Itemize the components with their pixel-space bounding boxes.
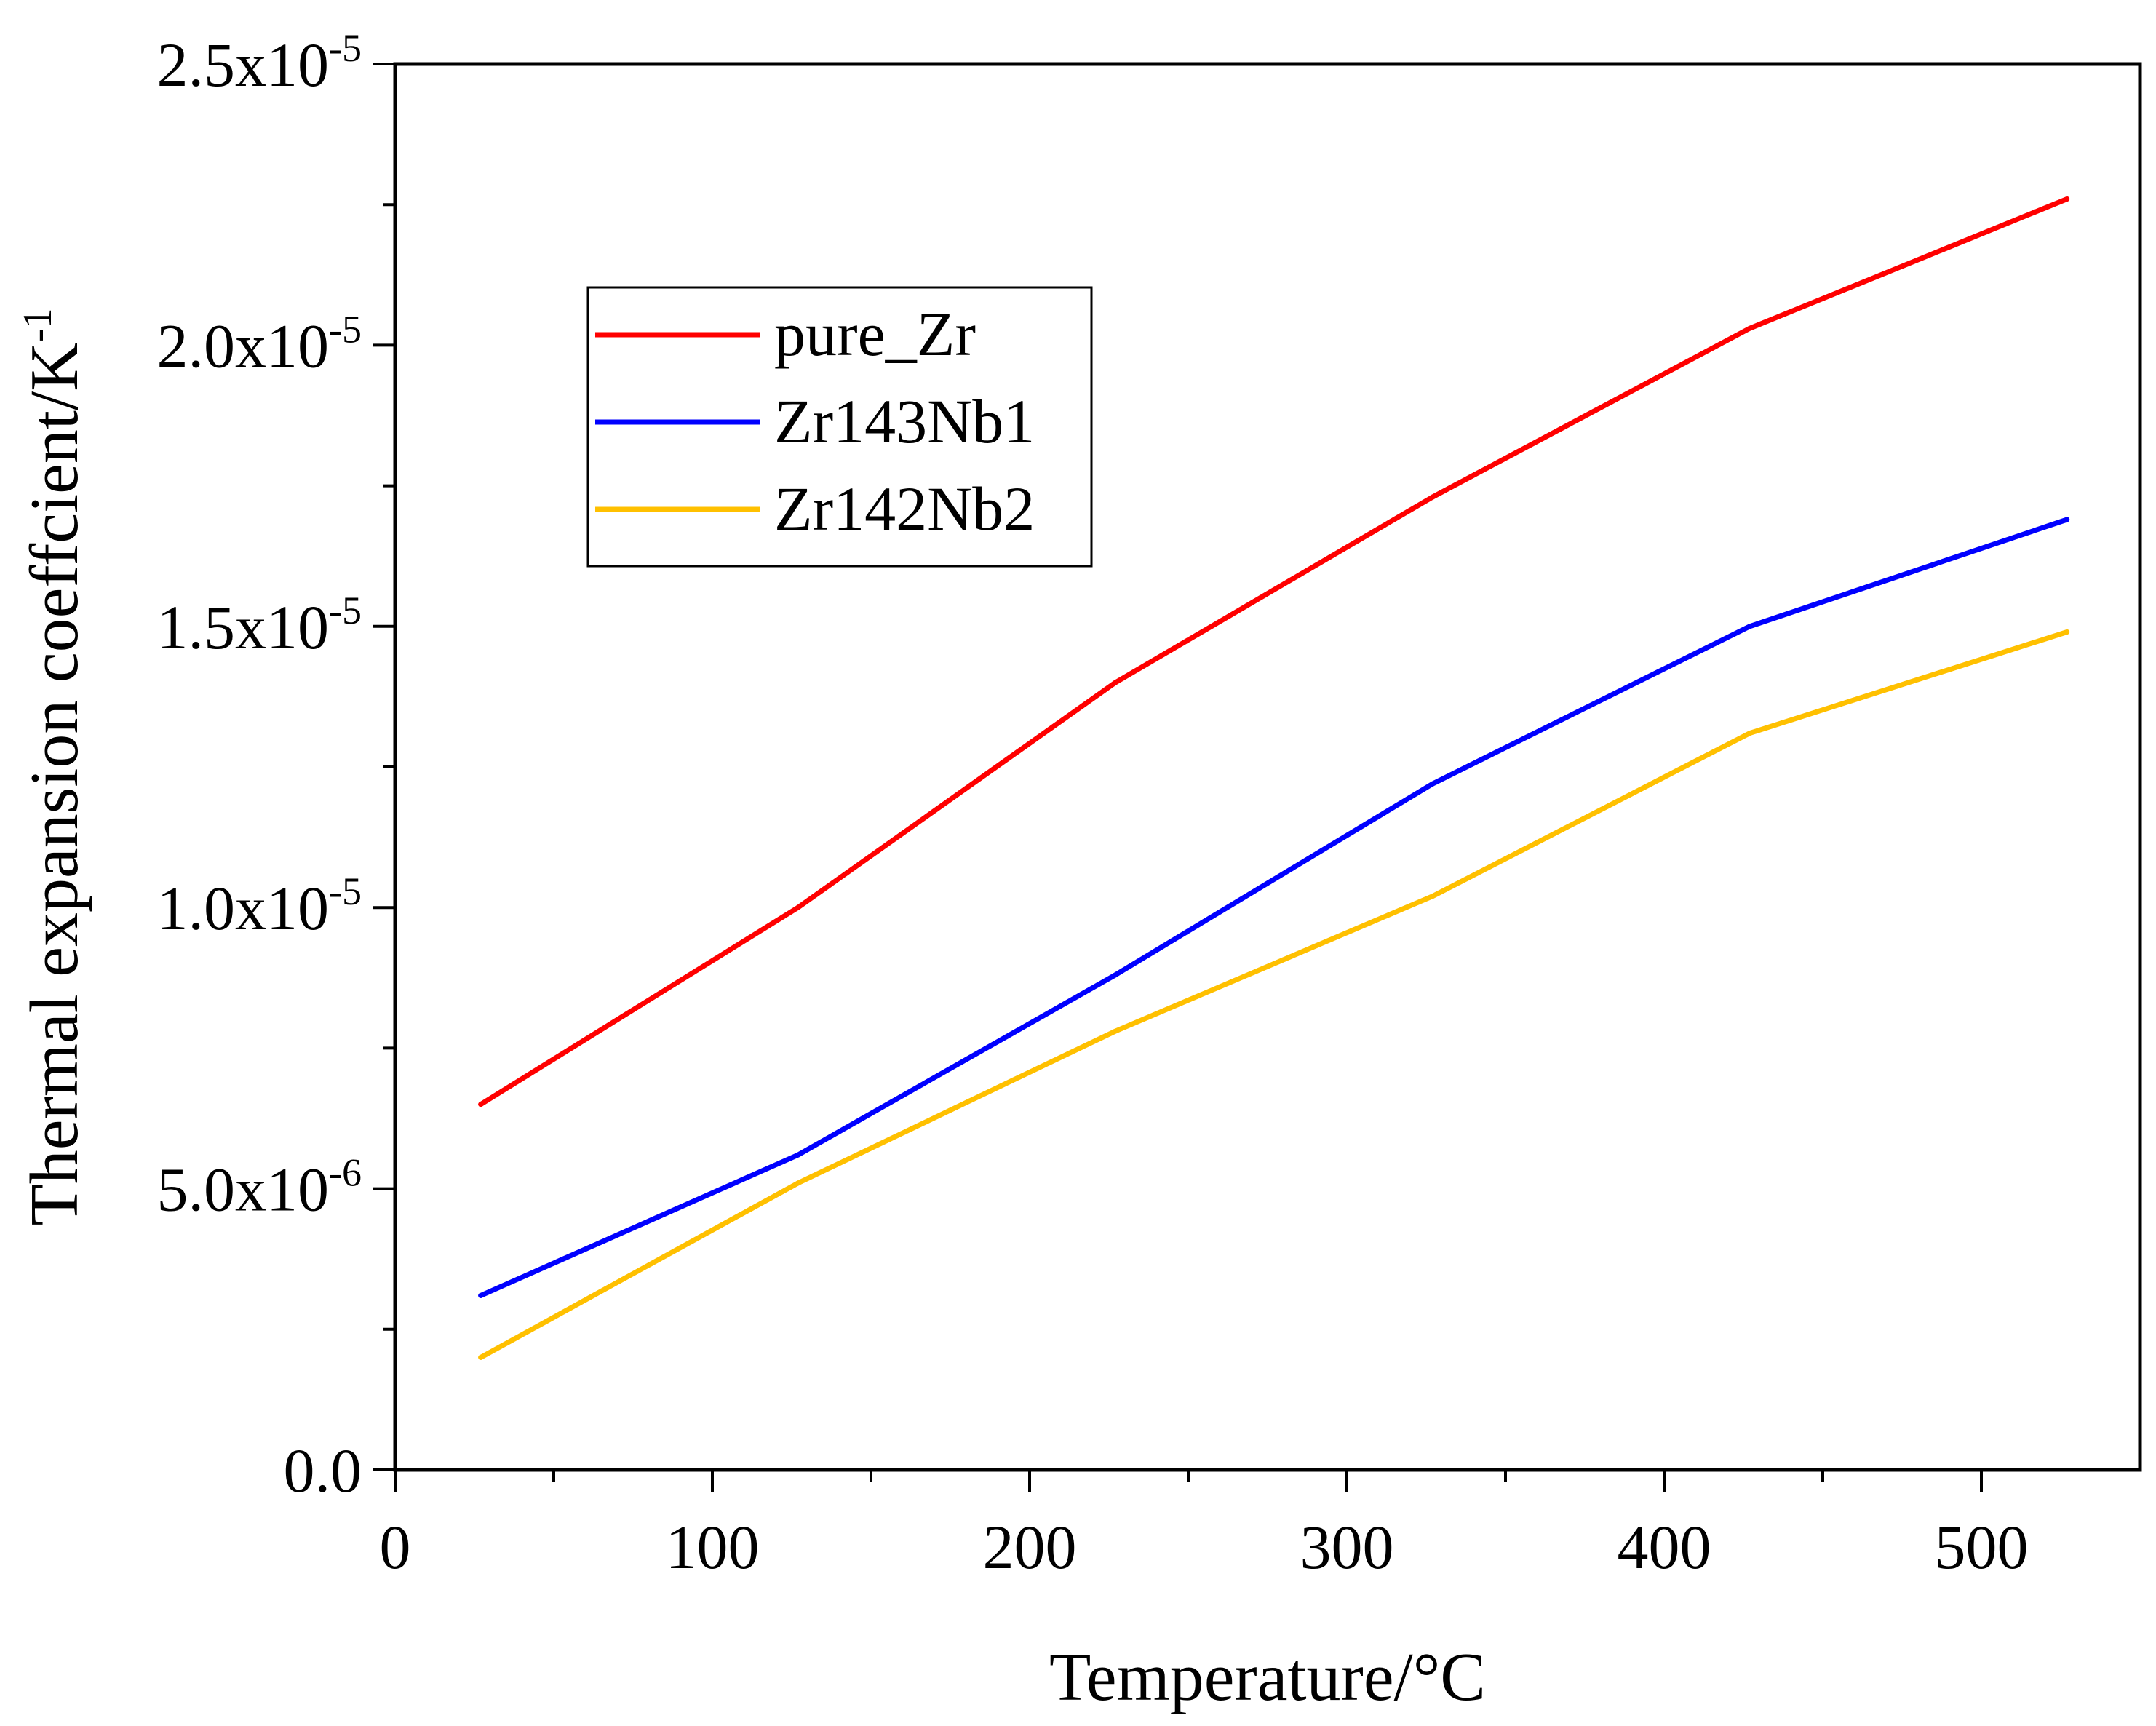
y-axis-title-base: Thermal expansion coeffcient/K <box>17 342 92 1226</box>
data-point <box>2064 517 2070 522</box>
y-tick-label-base: 2.0x10 <box>157 311 330 381</box>
data-point <box>1113 680 1118 685</box>
x-axis-title: Temperature/°C <box>1049 1639 1486 1715</box>
y-tick-label-exponent: -5 <box>329 589 362 632</box>
y-tick-label-base: 5.0x10 <box>157 1155 330 1225</box>
x-tick-label: 400 <box>1618 1512 1711 1582</box>
series-line-zr143nb1 <box>478 517 2070 1298</box>
x-tick-label: 300 <box>1300 1512 1394 1582</box>
y-tick-label-base: 1.5x10 <box>157 592 330 662</box>
data-point <box>1430 894 1436 899</box>
y-tick-label-base: 1.0x10 <box>157 873 330 943</box>
x-tick-label: 200 <box>983 1512 1077 1582</box>
data-point <box>1113 972 1118 978</box>
data-point <box>795 904 801 910</box>
data-point <box>1430 781 1436 787</box>
y-axis-title: Thermal expansion coeffcient/K-1 <box>15 308 92 1225</box>
series-line-zr142nb2 <box>478 629 2070 1360</box>
y-tick-label-exponent: -5 <box>329 26 362 70</box>
y-tick-label: 2.0x10-5 <box>157 307 362 381</box>
y-tick-label: 1.0x10-5 <box>157 870 362 943</box>
y-tick-label: 2.5x10-5 <box>157 26 362 100</box>
x-tick-label: 500 <box>1935 1512 2029 1582</box>
data-point <box>2064 629 2070 635</box>
y-tick-label-exponent: -5 <box>329 870 362 913</box>
y-axis-title-exponent: -1 <box>15 308 60 342</box>
plot-frame <box>393 62 2142 1472</box>
data-point <box>795 1152 801 1158</box>
data-point <box>1430 494 1436 500</box>
y-tick-label-base: 0.0 <box>284 1436 362 1506</box>
legend: pure_Zr Zr143Nb1 Zr142Nb2 <box>586 286 1093 568</box>
y-tick-label-exponent: -6 <box>329 1151 362 1195</box>
tick-labels: 0 100 200 300 400 5000.05.0x10-61.0x10-51.5x1… <box>157 26 2029 1582</box>
axis-ticks <box>373 63 1983 1492</box>
data-point <box>2064 196 2070 202</box>
y-tick-label-base: 2.5x10 <box>157 30 330 100</box>
y-tick-label-exponent: -5 <box>329 307 362 351</box>
legend-label: Zr142Nb2 <box>774 474 1035 544</box>
data-point <box>1113 1028 1118 1034</box>
data-point <box>478 1354 484 1360</box>
y-tick-label: 1.5x10-5 <box>157 589 362 662</box>
data-point <box>478 1102 484 1107</box>
data-point <box>1747 731 1753 736</box>
series-line-pure-zr <box>478 196 2070 1107</box>
y-tick-label: 0.0 <box>284 1436 362 1506</box>
data-point <box>1747 624 1753 629</box>
data-point <box>478 1292 484 1298</box>
x-tick-label: 0 <box>380 1512 411 1582</box>
legend-label: Zr143Nb1 <box>774 386 1035 456</box>
y-tick-label: 5.0x10-6 <box>157 1151 362 1225</box>
x-tick-label: 100 <box>666 1512 760 1582</box>
data-point <box>1747 325 1753 331</box>
legend-label: pure_Zr <box>774 299 976 369</box>
data-point <box>795 1180 801 1186</box>
series-layer <box>478 196 2070 1360</box>
